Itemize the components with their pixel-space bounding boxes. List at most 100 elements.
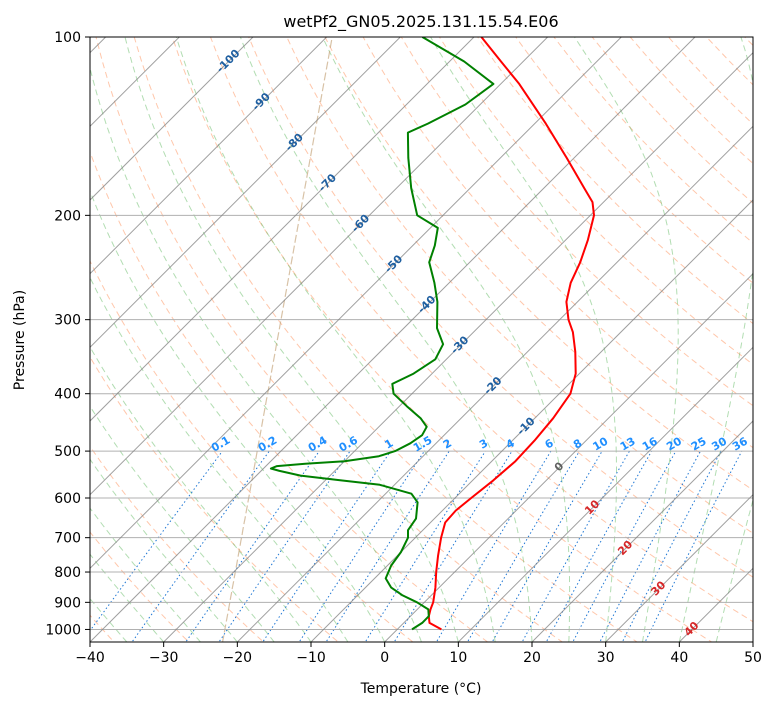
- dry-adiabat: [400, 37, 753, 407]
- isotherm-line: [90, 37, 475, 422]
- dry-adiabat: [248, 37, 753, 578]
- dry-adiabat: [90, 259, 414, 642]
- moist-adiabat: [430, 37, 617, 642]
- mixing-ratio-line: [621, 450, 722, 642]
- y-tick-label: 300: [54, 313, 81, 329]
- moist-adiabat: [175, 37, 496, 642]
- mixing-ratio-label: 2: [441, 437, 454, 452]
- dry-adiabat: [705, 37, 753, 86]
- dry-adiabat: [286, 37, 753, 534]
- mixing-ratio-line: [185, 450, 320, 642]
- mixing-ratio-line: [466, 450, 580, 642]
- y-tick-label: 700: [54, 531, 81, 547]
- isotherm-line: [236, 125, 753, 642]
- moist-adiabat: [90, 276, 349, 642]
- dry-adiabat: [90, 356, 339, 642]
- temperature-profile: [427, 37, 595, 631]
- dry-adiabat: [90, 445, 265, 642]
- isobar-grid: [90, 37, 753, 630]
- mixing-ratio-label: 4: [504, 436, 517, 451]
- moist-adiabat: [239, 37, 533, 642]
- dry-adiabat: [438, 37, 753, 366]
- plot-frame: [89, 36, 754, 643]
- y-tick-label: 100: [54, 30, 81, 46]
- dry-adiabat: [133, 37, 638, 642]
- chart-title: wetPf2_GN05.2025.131.15.54.E06: [283, 12, 558, 32]
- dry-adiabat: [95, 37, 564, 642]
- isotherm-label: 40: [682, 619, 702, 639]
- y-axis-ticks: 1000 900 800 700 600 500 400 300 200 100: [45, 30, 90, 638]
- isotherm-line: [90, 37, 696, 642]
- moist-adiabat: [124, 37, 459, 642]
- moist-adiabat: [715, 498, 753, 642]
- dry-adiabat: [324, 37, 753, 491]
- dry-adiabat: [90, 150, 489, 642]
- y-axis-label: Pressure (hPa): [12, 290, 28, 390]
- mixing-ratio-line: [325, 450, 450, 642]
- plot-area: -100-90-80-70-60-50-40-30-20-10010203040…: [0, 10, 775, 654]
- isotherm-line: [162, 51, 753, 642]
- moist-adiabat: [90, 597, 128, 642]
- isotherm-line: [457, 346, 753, 642]
- x-tick-label: 10: [449, 650, 467, 666]
- dry-adiabat: [171, 37, 713, 642]
- moist-adiabat: [90, 458, 238, 642]
- x-tick-label: −30: [149, 650, 179, 666]
- moist-adiabat: [574, 37, 679, 642]
- lcl-curve: [0, 10, 333, 654]
- y-tick-label: 1000: [45, 622, 81, 638]
- mixing-ratio-line: [131, 450, 270, 642]
- y-tick-label: 900: [54, 595, 81, 611]
- y-tick-label: 800: [54, 565, 81, 581]
- dry-adiabats: [90, 10, 775, 654]
- mixing-ratio-line: [298, 450, 425, 642]
- mixing-ratio-label: 6: [543, 436, 556, 451]
- mixing-ratio-line: [262, 450, 392, 642]
- isotherm-line: [531, 420, 753, 642]
- isotherm-label: 10: [582, 497, 602, 517]
- y-tick-label: 600: [54, 491, 81, 507]
- isotherm-line: [90, 37, 181, 128]
- isotherm-label: -40: [415, 293, 438, 316]
- mixing-ratio-line: [644, 450, 743, 642]
- isotherm-line: [678, 567, 753, 642]
- x-tick-label: −40: [75, 650, 105, 666]
- dry-adiabat: [209, 37, 753, 623]
- dry-adiabat: [756, 10, 775, 654]
- moist-adiabat: [90, 507, 201, 642]
- mixing-ratio-line: [393, 450, 513, 642]
- x-tick-label: 50: [744, 650, 762, 666]
- isotherm-line: [90, 37, 328, 275]
- isotherm-line: [90, 37, 549, 496]
- isotherm-line: [90, 37, 402, 349]
- x-tick-label: 30: [597, 650, 615, 666]
- x-axis-ticks: −40 −30 −20 −10 0 10 20 30 40 50: [75, 642, 762, 666]
- mixing-ratio-line: [218, 450, 351, 642]
- dry-adiabat: [515, 37, 753, 284]
- x-tick-label: −10: [296, 650, 326, 666]
- mixing-ratio-line: [599, 450, 701, 642]
- x-axis-label: Temperature (°C): [360, 681, 482, 697]
- sounding-series: [269, 37, 595, 631]
- dry-adiabat: [744, 37, 753, 47]
- y-tick-label: 500: [54, 444, 81, 460]
- moist-adiabat: [90, 65, 422, 642]
- dry-adiabat: [629, 37, 753, 165]
- y-tick-label: 200: [54, 208, 81, 224]
- x-tick-label: 20: [523, 650, 541, 666]
- isotherm-line: [604, 493, 753, 642]
- mixing-ratio-line: [572, 450, 677, 642]
- dewpoint-profile: [269, 37, 495, 631]
- x-tick-label: 0: [380, 650, 389, 666]
- y-tick-label: 400: [54, 387, 81, 403]
- moist-adiabats: [90, 37, 753, 642]
- lcl-curve-line: [221, 37, 333, 642]
- x-tick-label: −20: [223, 650, 253, 666]
- x-tick-label: 40: [670, 650, 688, 666]
- moist-adiabat: [90, 553, 165, 642]
- isotherm-grid: [90, 37, 753, 642]
- moist-adiabat: [322, 37, 571, 642]
- lcl-curve-line: [0, 10, 59, 654]
